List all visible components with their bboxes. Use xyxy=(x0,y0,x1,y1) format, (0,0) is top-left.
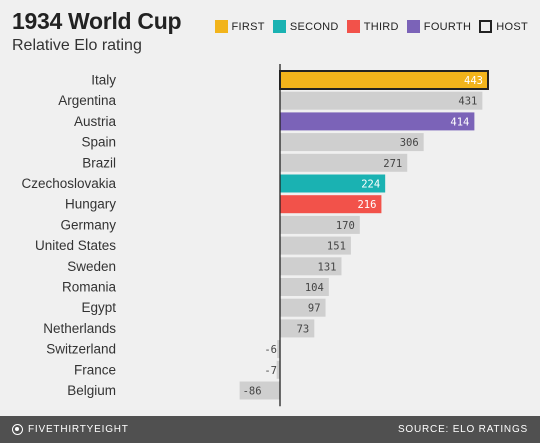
category-label-egypt: Egypt xyxy=(81,300,116,315)
legend-item-third: THIRD xyxy=(346,20,399,33)
bar-germany xyxy=(280,215,360,234)
bar-italy xyxy=(279,70,489,90)
bar-brazil xyxy=(280,153,408,172)
source-note: SOURCE: ELO RATINGS xyxy=(397,424,528,435)
fivethirtyeight-logo-icon xyxy=(12,424,23,435)
legend-item-host: HOST xyxy=(479,20,528,33)
bar-belgium xyxy=(239,381,280,400)
footer: FIVETHIRTYEIGHT SOURCE: ELO RATINGS xyxy=(0,416,540,443)
chart-title: 1934 World Cup xyxy=(12,8,182,34)
category-label-romania: Romania xyxy=(62,280,117,295)
category-label-hungary: Hungary xyxy=(65,197,116,212)
bar-united-states xyxy=(280,236,351,255)
legend-label-third: THIRD xyxy=(363,20,399,33)
value-label-sweden: 131 xyxy=(318,261,337,273)
bar-netherlands xyxy=(280,319,315,338)
value-label-france: -7 xyxy=(264,365,277,377)
bar-hungary xyxy=(280,195,382,214)
category-label-spain: Spain xyxy=(81,135,116,150)
chart-subtitle: Relative Elo rating xyxy=(12,37,142,54)
bar-czechoslovakia xyxy=(280,174,386,193)
brand: FIVETHIRTYEIGHT xyxy=(12,424,129,435)
category-label-austria: Austria xyxy=(74,114,117,129)
category-label-united-states: United States xyxy=(35,238,116,253)
legend-item-fourth: FOURTH xyxy=(406,20,472,33)
value-label-hungary: 216 xyxy=(357,199,376,211)
value-label-austria: 414 xyxy=(450,116,469,128)
legend-label-host: HOST xyxy=(496,20,528,33)
bar-romania xyxy=(280,278,329,296)
legend-swatch-third xyxy=(346,20,360,33)
legend-label-second: SECOND xyxy=(289,20,339,33)
bar-france xyxy=(276,360,280,379)
bar-egypt xyxy=(280,298,326,317)
value-label-czechoslovakia: 224 xyxy=(361,179,380,191)
category-label-france: France xyxy=(74,362,116,377)
bar-austria xyxy=(280,112,475,131)
value-label-brazil: 271 xyxy=(383,158,402,170)
value-label-spain: 306 xyxy=(400,137,419,149)
legend-swatch-fourth xyxy=(406,20,420,33)
category-label-argentina: Argentina xyxy=(58,93,116,108)
category-label-czechoslovakia: Czechoslovakia xyxy=(21,176,116,191)
bar-sweden xyxy=(280,257,342,276)
value-label-italy: 443 xyxy=(464,75,483,87)
bar-argentina xyxy=(280,91,483,110)
category-label-netherlands: Netherlands xyxy=(43,321,116,336)
bar-switzerland xyxy=(277,340,280,359)
value-label-argentina: 431 xyxy=(458,96,477,108)
value-label-switzerland: -6 xyxy=(264,344,277,356)
legend-swatch-host xyxy=(479,20,493,33)
value-label-germany: 170 xyxy=(336,220,355,232)
legend-item-first: FIRST xyxy=(214,20,265,33)
bar-spain xyxy=(280,133,424,152)
brand-name: FIVETHIRTYEIGHT xyxy=(28,424,129,435)
category-label-switzerland: Switzerland xyxy=(46,342,116,357)
category-label-sweden: Sweden xyxy=(67,259,116,274)
legend-swatch-second xyxy=(272,20,286,33)
category-label-germany: Germany xyxy=(60,217,116,232)
value-label-belgium: -86 xyxy=(243,386,262,398)
value-label-netherlands: 73 xyxy=(297,323,310,335)
category-label-belgium: Belgium xyxy=(67,383,116,398)
value-label-egypt: 97 xyxy=(308,303,321,315)
category-label-italy: Italy xyxy=(91,73,116,88)
legend-label-fourth: FOURTH xyxy=(423,20,472,33)
category-label-brazil: Brazil xyxy=(82,155,116,170)
value-label-united-states: 151 xyxy=(327,241,346,253)
legend-swatch-first xyxy=(214,20,228,33)
legend-label-first: FIRST xyxy=(231,20,265,33)
legend-item-second: SECOND xyxy=(272,20,339,33)
bar-chart: Italy 443 Argentina 431 Austria 414 Spain 306 Br… xyxy=(21,64,489,407)
value-label-romania: 104 xyxy=(305,282,324,294)
legend: FIRST SECOND THIRD FOURTH HOST xyxy=(214,20,528,33)
